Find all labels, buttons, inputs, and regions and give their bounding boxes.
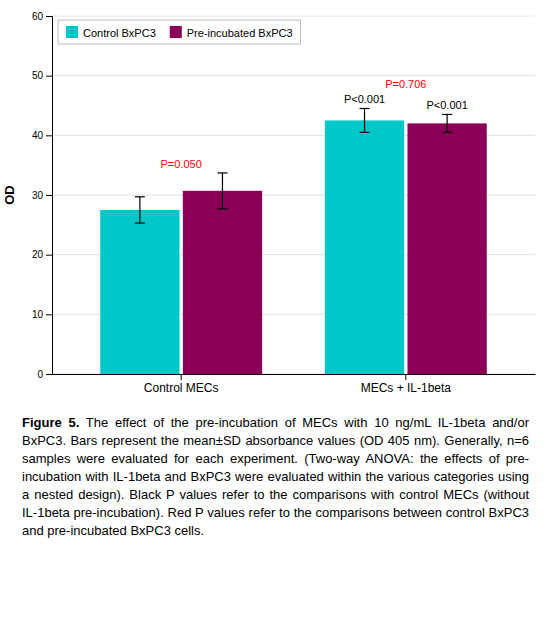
y-tick-mark bbox=[46, 76, 52, 77]
x-tick-label: Control MECs bbox=[144, 381, 219, 395]
error-bar-cap bbox=[217, 208, 227, 209]
error-bar-stem bbox=[447, 114, 448, 132]
error-bar-cap bbox=[217, 172, 227, 173]
legend-frame bbox=[58, 20, 301, 44]
annotation: P<0.001 bbox=[426, 99, 467, 111]
legend-item: Pre-incubated BxPC3 bbox=[170, 26, 293, 39]
error-bar bbox=[135, 197, 145, 223]
y-tick-label: 30 bbox=[32, 190, 44, 201]
y-axis: 0 10 20 30 40 50 60 bbox=[32, 11, 53, 380]
y-tick-label: 40 bbox=[32, 130, 44, 141]
x-tick-mark bbox=[405, 374, 406, 380]
error-bar-cap bbox=[135, 222, 145, 223]
grid-line bbox=[52, 16, 535, 17]
annotation: P<0.001 bbox=[344, 93, 385, 105]
legend-label: Pre-incubated BxPC3 bbox=[187, 27, 293, 39]
y-tick: 40 bbox=[32, 130, 52, 141]
error-bar-cap bbox=[360, 132, 370, 133]
annotation: P=0.706 bbox=[385, 78, 426, 90]
error-bar-cap bbox=[442, 132, 452, 133]
y-tick-mark bbox=[46, 255, 52, 256]
y-tick-mark bbox=[46, 374, 52, 375]
caption-space bbox=[79, 415, 86, 430]
caption-text: The effect of the pre-incubation of MECs… bbox=[22, 415, 529, 538]
annotation: P=0.050 bbox=[161, 158, 202, 170]
bar bbox=[407, 123, 486, 374]
plot: 0 10 20 30 40 50 60 Control MECs MECs + IL-1beta… bbox=[2, 11, 536, 395]
caption: Figure 5. The effect of the pre-incubati… bbox=[0, 410, 551, 540]
y-tick-label: 20 bbox=[32, 249, 44, 260]
x-tick: MECs + IL-1beta bbox=[361, 374, 452, 395]
y-tick: 20 bbox=[32, 249, 52, 260]
chart: 0 10 20 30 40 50 60 Control MECs MECs + IL-1beta… bbox=[0, 0, 551, 410]
x-tick: Control MECs bbox=[144, 374, 219, 395]
x-axis: Control MECs MECs + IL-1beta bbox=[53, 374, 536, 395]
error-bar-cap bbox=[135, 196, 145, 197]
grid-line bbox=[52, 75, 535, 76]
error-bar bbox=[442, 114, 452, 132]
legend-label: Control BxPC3 bbox=[83, 27, 156, 39]
y-tick: 10 bbox=[32, 309, 52, 320]
y-tick-label: 50 bbox=[32, 70, 44, 81]
bars bbox=[100, 108, 487, 374]
y-tick-label: 10 bbox=[32, 309, 44, 320]
error-bar bbox=[360, 108, 370, 132]
legend: Control BxPC3 Pre-incubated BxPC3 bbox=[58, 20, 301, 44]
y-tick: 30 bbox=[32, 190, 52, 201]
error-bar-stem bbox=[139, 197, 140, 223]
legend-swatch bbox=[66, 26, 78, 38]
y-tick: 60 bbox=[32, 11, 52, 22]
y-tick-label: 60 bbox=[32, 11, 44, 22]
x-tick-mark bbox=[181, 374, 182, 380]
y-axis-line bbox=[46, 17, 53, 375]
y-tick-mark bbox=[46, 314, 52, 315]
annotations: P=0.050 P=0.706P<0.001 P<0.001 bbox=[161, 78, 468, 169]
grid bbox=[52, 16, 535, 374]
y-tick-mark bbox=[46, 195, 52, 196]
caption-label: Figure 5. bbox=[22, 415, 79, 430]
error-bar-stem bbox=[364, 108, 365, 132]
bar bbox=[325, 120, 404, 374]
error-bar-cap bbox=[442, 114, 452, 115]
legend-swatch bbox=[170, 26, 182, 38]
bar bbox=[100, 210, 179, 374]
y-tick: 0 bbox=[37, 369, 52, 380]
x-axis-line bbox=[53, 374, 536, 375]
x-tick-label: MECs + IL-1beta bbox=[361, 381, 452, 395]
error-bar-stem bbox=[222, 173, 223, 209]
y-tick-label: 0 bbox=[37, 369, 43, 380]
y-tick-mark bbox=[46, 135, 52, 136]
y-tick-mark bbox=[46, 16, 52, 17]
legend-item: Control BxPC3 bbox=[66, 26, 156, 39]
error-bar bbox=[217, 173, 227, 209]
error-bar-cap bbox=[360, 108, 370, 109]
y-axis-title: OD bbox=[2, 185, 17, 205]
y-tick: 50 bbox=[32, 70, 52, 81]
bar bbox=[183, 191, 262, 374]
